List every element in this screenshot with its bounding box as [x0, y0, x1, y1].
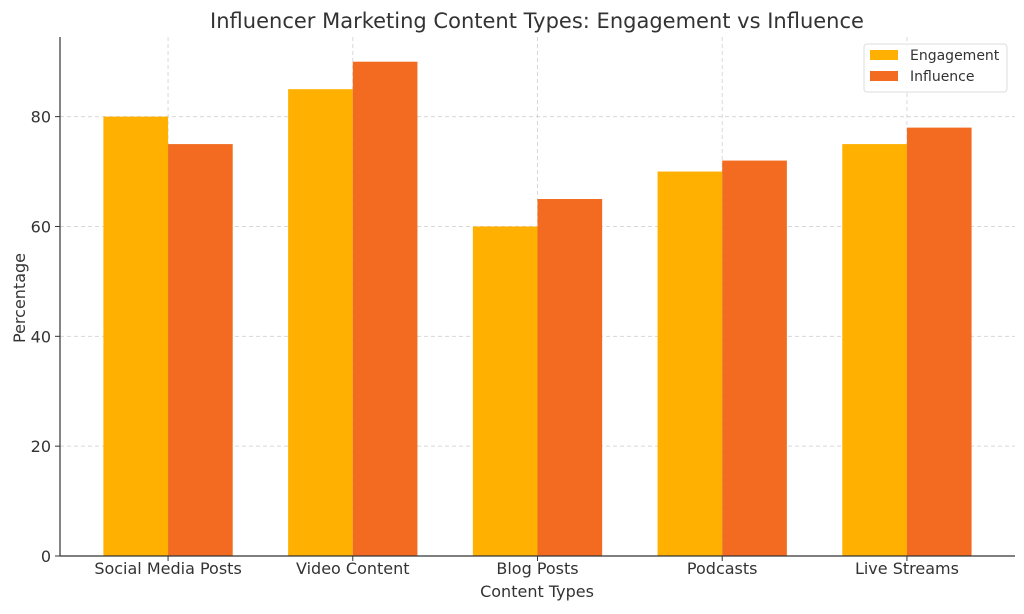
legend-box [863, 43, 1008, 93]
y-tick-label: 40 [31, 327, 51, 346]
legend-swatch-influence [870, 71, 898, 81]
x-tick-label: Blog Posts [496, 559, 578, 578]
y-tick-label: 60 [31, 217, 51, 236]
bar-engagement-0 [103, 116, 169, 556]
y-tick-label: 20 [31, 437, 51, 456]
legend: Engagement Influence [863, 43, 1008, 93]
x-tick-label: Video Content [296, 559, 410, 578]
legend-label-influence: Influence [910, 69, 975, 85]
y-tick-label: 80 [31, 108, 51, 127]
x-tick-label: Social Media Posts [94, 559, 241, 578]
y-axis-label: Percentage [10, 253, 29, 343]
bar-engagement-3 [657, 171, 723, 557]
x-axis-label: Content Types [480, 582, 594, 601]
legend-swatch-engagement [870, 50, 898, 60]
bar-engagement-4 [842, 144, 907, 556]
bar-influence-3 [722, 160, 787, 557]
x-tick-label: Podcasts [687, 559, 758, 578]
y-tick-label: 0 [41, 547, 51, 566]
bar-influence-1 [352, 61, 418, 556]
bar-influence-2 [537, 199, 603, 556]
bar-influence-4 [906, 127, 972, 556]
legend-label-engagement: Engagement [910, 48, 1000, 64]
bar-influence-0 [168, 144, 233, 556]
bar-engagement-2 [472, 226, 538, 556]
chart-title: Influencer Marketing Content Types: Enga… [210, 9, 864, 33]
x-tick-label: Live Streams [855, 559, 959, 578]
bar-engagement-1 [288, 89, 353, 556]
